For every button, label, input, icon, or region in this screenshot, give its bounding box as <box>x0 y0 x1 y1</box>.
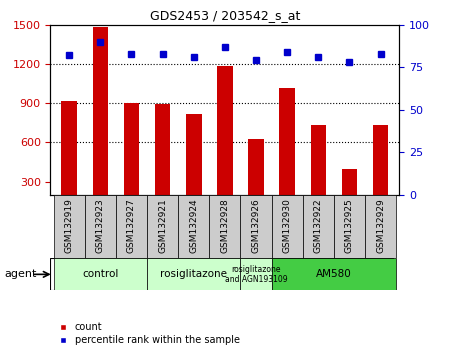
Bar <box>311 125 326 221</box>
Bar <box>93 27 108 221</box>
Bar <box>365 195 396 258</box>
Text: control: control <box>82 269 118 279</box>
Bar <box>147 195 178 258</box>
Text: GSM132919: GSM132919 <box>65 198 74 253</box>
Text: GSM132928: GSM132928 <box>220 198 230 253</box>
Bar <box>241 195 272 258</box>
Text: GSM132921: GSM132921 <box>158 198 167 253</box>
Text: GSM132924: GSM132924 <box>189 198 198 252</box>
Bar <box>155 104 170 221</box>
Bar <box>248 139 264 221</box>
Bar <box>373 125 388 221</box>
Bar <box>209 195 241 258</box>
Bar <box>123 103 139 221</box>
Text: GSM132927: GSM132927 <box>127 198 136 253</box>
Text: rosiglitazone
and AGN193109: rosiglitazone and AGN193109 <box>225 265 287 284</box>
Text: GSM132929: GSM132929 <box>376 198 385 253</box>
Bar <box>62 101 77 221</box>
Bar <box>54 195 85 258</box>
Text: rosiglitazone: rosiglitazone <box>160 269 227 279</box>
Bar <box>272 258 396 290</box>
Title: GDS2453 / 203542_s_at: GDS2453 / 203542_s_at <box>150 9 300 22</box>
Bar <box>303 195 334 258</box>
Text: GSM132930: GSM132930 <box>283 198 292 253</box>
Bar <box>186 114 202 221</box>
Text: GSM132922: GSM132922 <box>314 198 323 252</box>
Bar <box>85 195 116 258</box>
Bar <box>280 87 295 221</box>
Bar <box>334 195 365 258</box>
Bar <box>241 258 272 290</box>
Text: GSM132923: GSM132923 <box>96 198 105 253</box>
Text: AM580: AM580 <box>316 269 352 279</box>
Bar <box>178 195 209 258</box>
Text: GSM132926: GSM132926 <box>252 198 261 253</box>
Bar <box>116 195 147 258</box>
Bar <box>147 258 241 290</box>
Text: agent: agent <box>5 269 37 279</box>
Bar <box>54 258 147 290</box>
Bar <box>272 195 303 258</box>
Text: GSM132925: GSM132925 <box>345 198 354 253</box>
Bar <box>341 169 357 221</box>
Bar <box>217 66 233 221</box>
Legend: count, percentile rank within the sample: count, percentile rank within the sample <box>56 319 244 349</box>
